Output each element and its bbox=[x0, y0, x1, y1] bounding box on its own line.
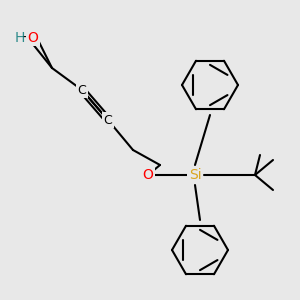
Text: -: - bbox=[22, 31, 27, 45]
Text: Si: Si bbox=[189, 168, 201, 182]
Text: C: C bbox=[103, 113, 112, 127]
Text: C: C bbox=[78, 83, 86, 97]
Text: H: H bbox=[15, 31, 25, 45]
Text: O: O bbox=[142, 168, 153, 182]
Text: O: O bbox=[28, 31, 38, 45]
